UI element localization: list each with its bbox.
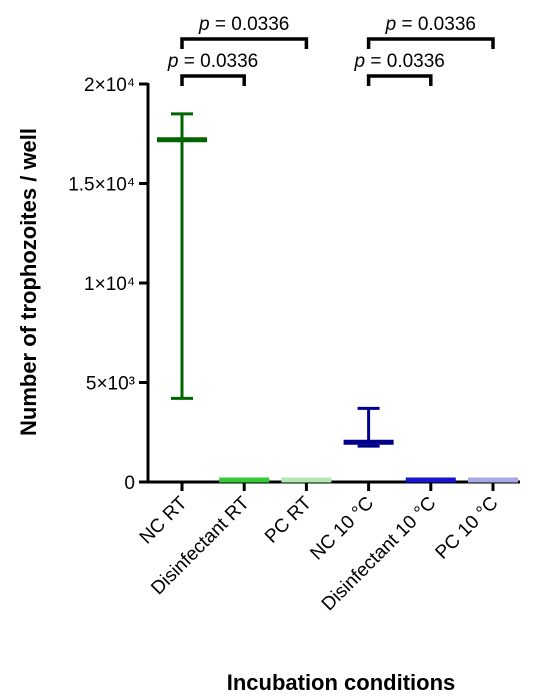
significance-bracket-1 — [180, 37, 309, 49]
y-tick-label-3: 1.5×10⁴ — [68, 175, 135, 196]
chart-plot-area: 0 5×10³ 1×10⁴ 1.5×10⁴ 2×10⁴ NC RT Disinfectant… — [68, 14, 520, 615]
y-tick-label-4: 2×10⁴ — [84, 75, 135, 96]
significance-label-1: p = 0.0336 — [198, 14, 289, 35]
x-tick-label-0: NC RT — [136, 492, 192, 548]
significance-label-3: p = 0.0336 — [385, 14, 476, 35]
significance-label-2: p = 0.0336 — [354, 51, 445, 72]
y-tick-label-1: 5×10³ — [86, 374, 135, 395]
y-axis-label: Number of trophozoites / well — [16, 128, 41, 436]
significance-label-0: p = 0.0336 — [167, 51, 258, 72]
y-tick-label-0: 0 — [124, 473, 135, 494]
x-tick-label-5: PC 10 °C — [432, 493, 503, 564]
significance-bracket-2 — [366, 74, 433, 86]
significance-bracket-0 — [180, 74, 246, 86]
x-tick-label-2: PC RT — [261, 492, 316, 547]
x-axis-label: Incubation conditions — [227, 670, 456, 695]
significance-bracket-3 — [366, 37, 495, 49]
y-tick-label-2: 1×10⁴ — [84, 274, 135, 295]
x-tick-label-4: Disinfectant 10 °C — [318, 493, 441, 616]
